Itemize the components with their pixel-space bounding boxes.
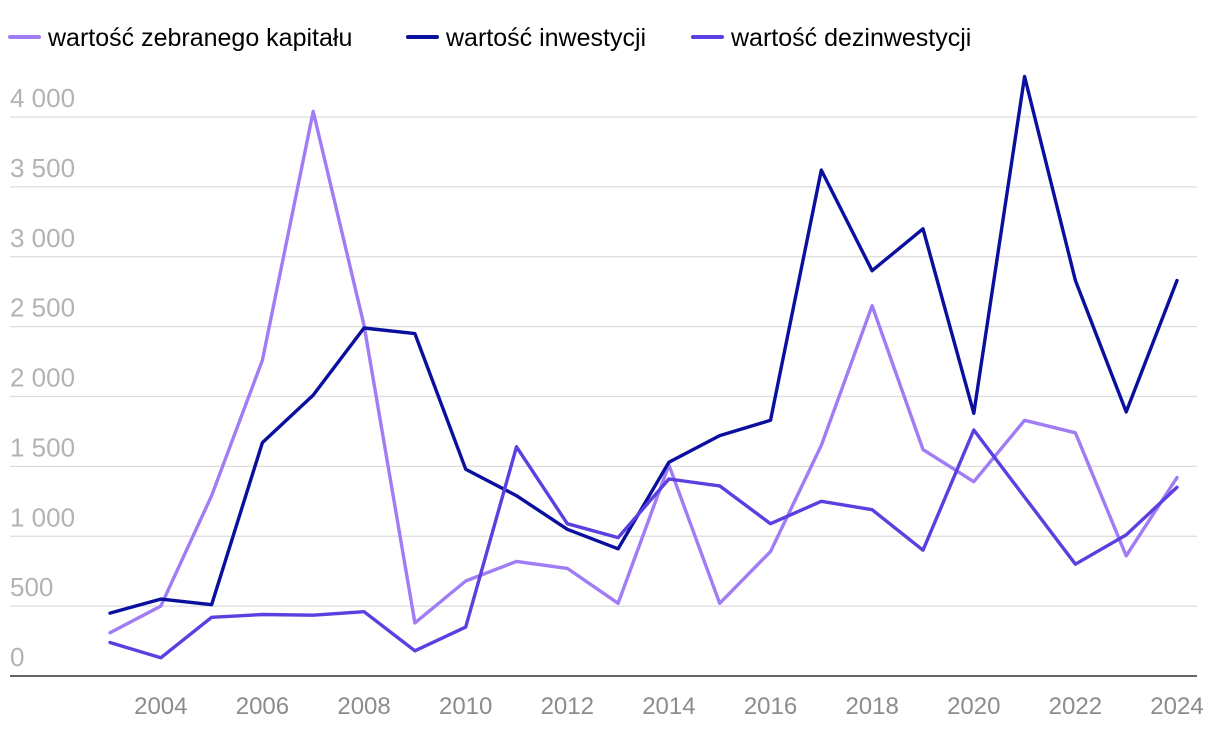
y-tick-label: 4 000 — [10, 83, 75, 113]
series-line-1 — [108, 109, 1179, 635]
x-tick-label: 2006 — [236, 693, 289, 720]
x-tick-label: 2014 — [642, 693, 695, 720]
y-tick-label: 1 000 — [10, 502, 75, 532]
series-line-3 — [108, 428, 1179, 660]
x-tick-label: 2018 — [845, 693, 898, 720]
x-tick-label: 2004 — [134, 693, 187, 720]
legend-label: wartość zebranego kapitału — [47, 24, 352, 52]
x-tick-label: 2016 — [744, 693, 797, 720]
gridlines — [10, 116, 1197, 607]
y-tick-label: 0 — [10, 642, 24, 672]
legend-label: wartość inwestycji — [445, 24, 646, 52]
y-tick-label: 3 000 — [10, 223, 75, 253]
y-tick-label: 2 000 — [10, 363, 75, 393]
series-lines — [108, 74, 1179, 660]
x-tick-label: 2010 — [439, 693, 492, 720]
x-tick-label: 2024 — [1150, 693, 1203, 720]
legend-label: wartość dezinwestycji — [730, 24, 971, 52]
x-tick-label: 2022 — [1049, 693, 1102, 720]
y-tick-label: 3 500 — [10, 153, 75, 183]
x-axis-ticks: 2004 2006 2008 2010 2012 2014 2016 2018 2020 2022… — [134, 693, 1204, 720]
legend: wartość zebranego kapitału wartość inwest… — [8, 24, 971, 52]
x-tick-label: 2012 — [541, 693, 594, 720]
y-axis-ticks: 0 500 1 000 1 500 2 000 2 500 3 000 3 500 4 000 — [10, 83, 75, 672]
y-tick-label: 1 500 — [10, 432, 75, 462]
x-tick-label: 2020 — [947, 693, 1000, 720]
y-tick-label: 2 500 — [10, 293, 75, 323]
x-tick-label: 2008 — [337, 693, 390, 720]
y-tick-label: 500 — [10, 572, 53, 602]
series-line-2 — [108, 74, 1179, 615]
